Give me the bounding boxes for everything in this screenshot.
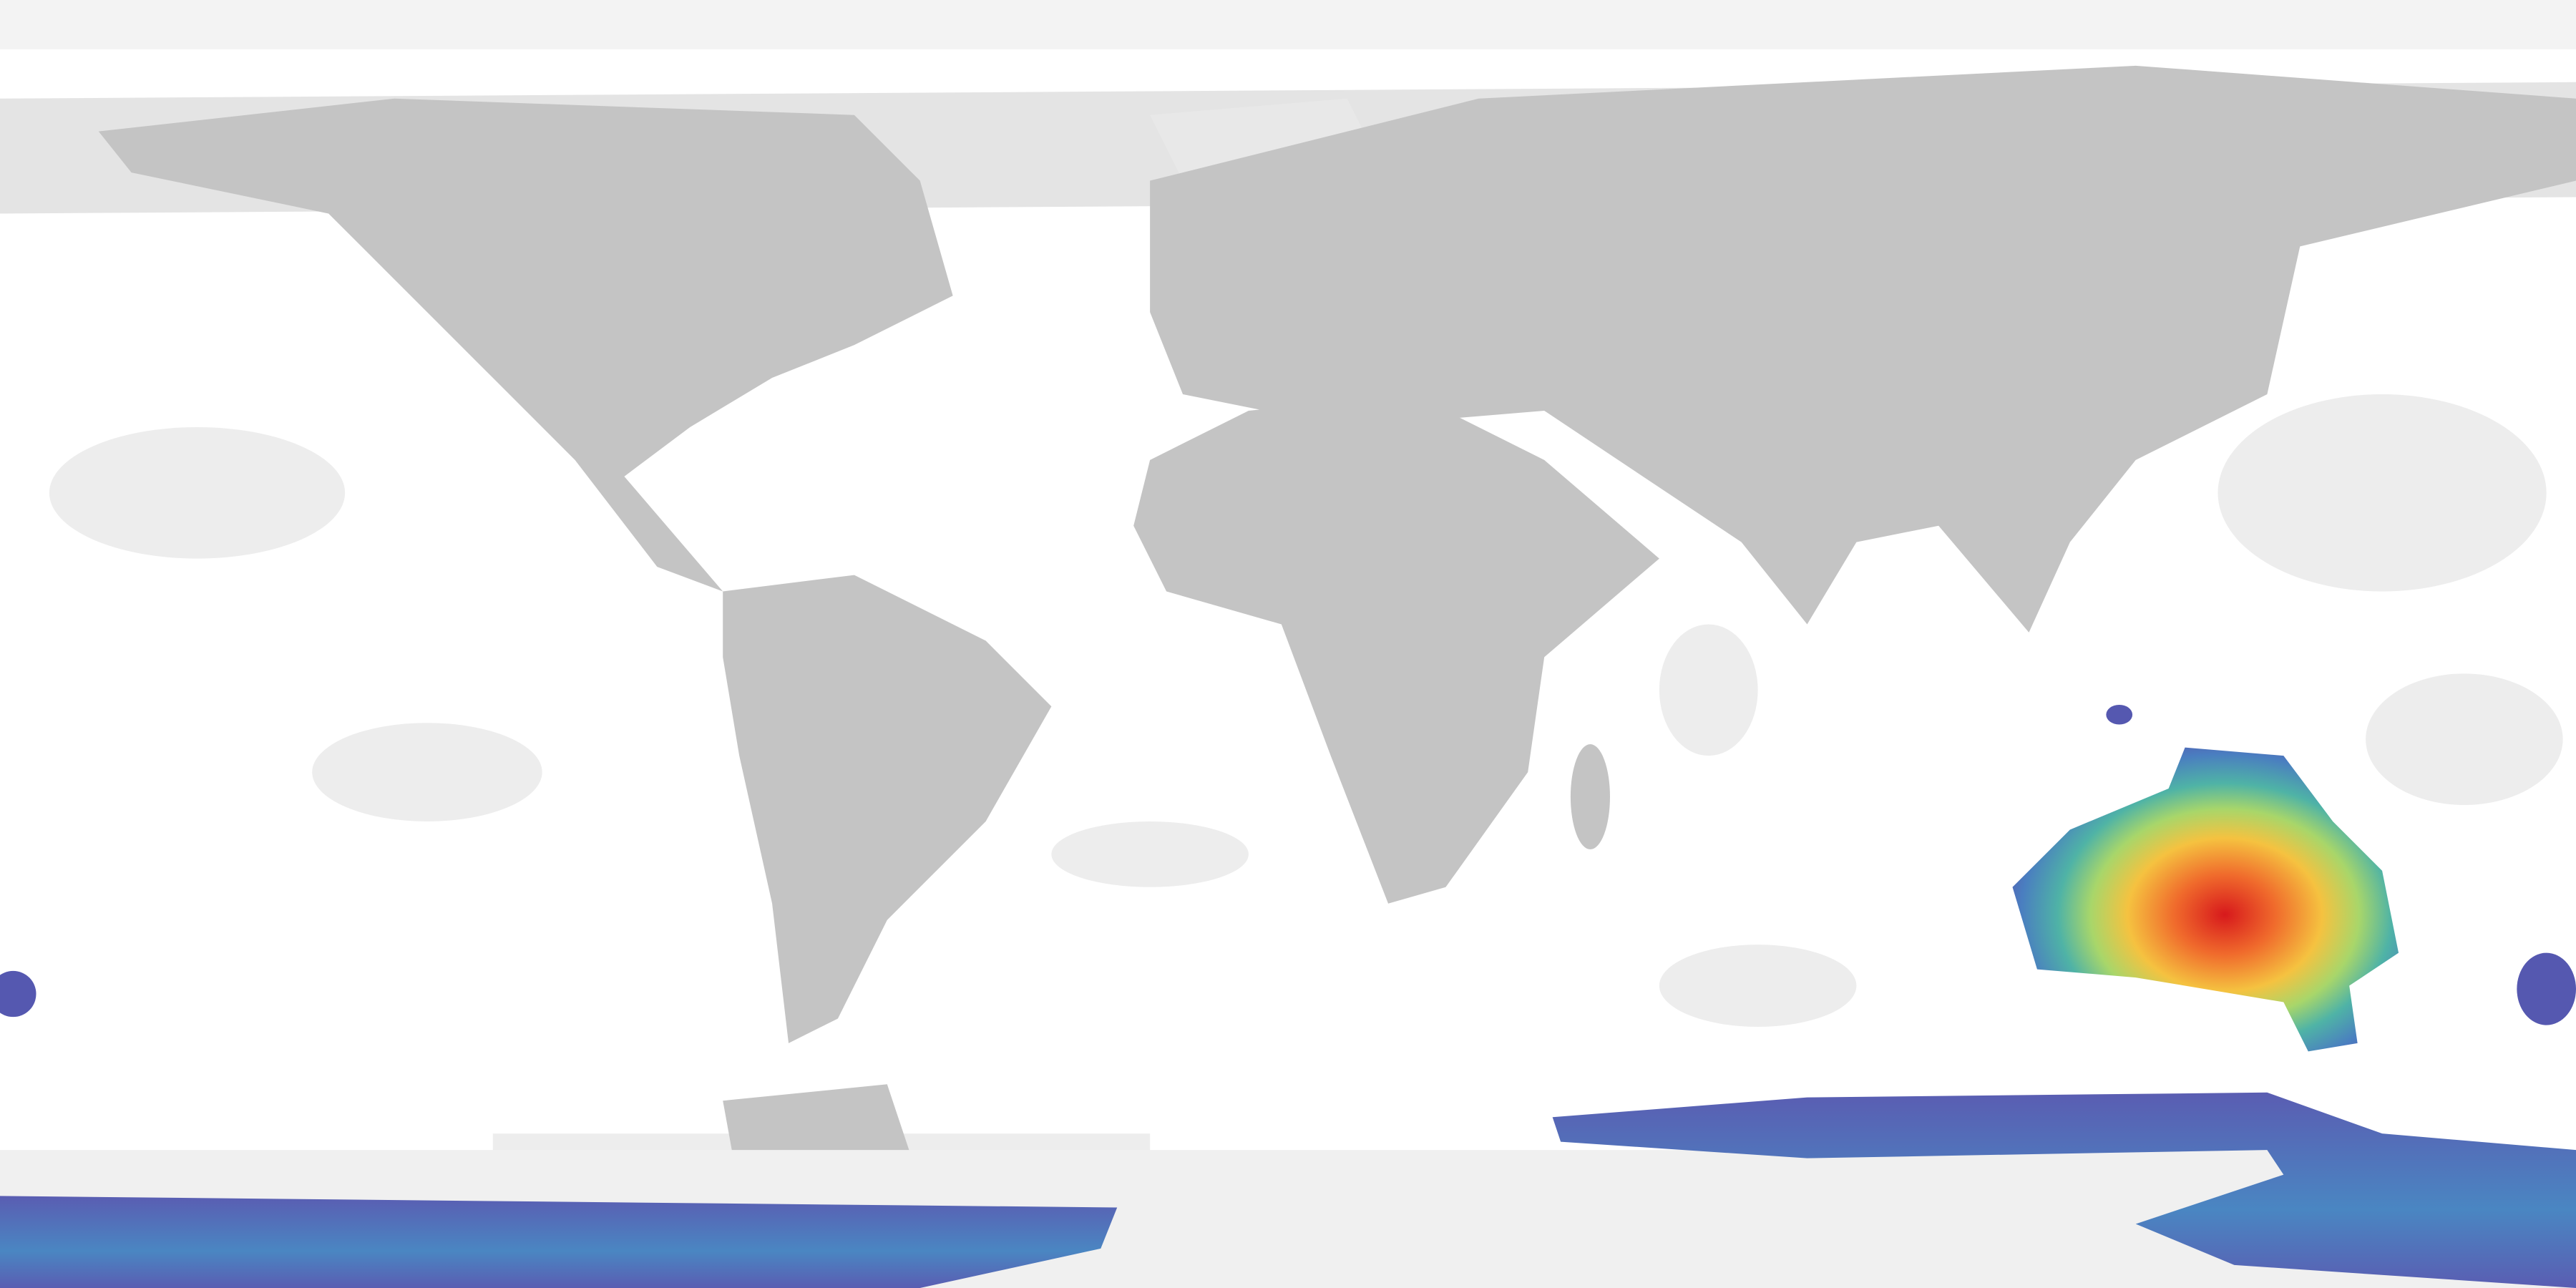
north-america — [98, 98, 953, 592]
heat-region — [2012, 747, 2399, 1052]
ice-band-west — [0, 1196, 1118, 1288]
madagascar — [1570, 744, 1610, 849]
ice-band-east — [1552, 1092, 2576, 1288]
africa — [1133, 394, 1659, 904]
heat-spot-west — [0, 970, 36, 1018]
eurasia — [1150, 65, 2576, 633]
heat-spot-east — [2517, 952, 2576, 1025]
south-america — [723, 575, 1052, 1043]
heat-spot-island — [2106, 704, 2133, 725]
land — [98, 65, 2576, 1191]
arctic-band — [0, 0, 2576, 49]
